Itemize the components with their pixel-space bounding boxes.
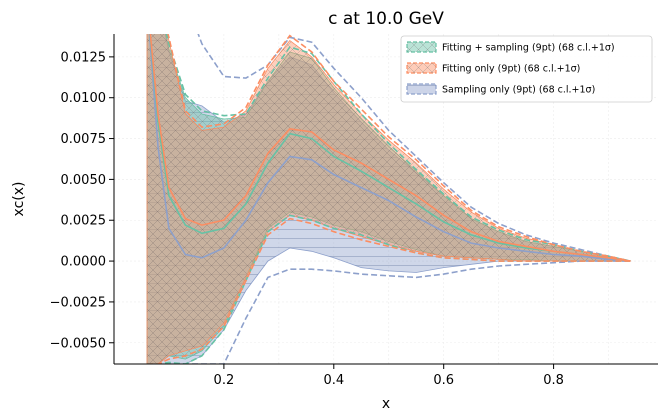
legend-frame [400, 35, 653, 103]
x-tick-label: 0.6 [433, 373, 454, 388]
y-tick-label: 0.0000 [61, 255, 107, 270]
central-line-2 [148, 34, 631, 262]
chart-title: c at 10.0 GeV [328, 9, 444, 29]
x-axis-label: x [382, 396, 390, 412]
x-tick-label: 0.8 [543, 373, 564, 388]
dashed-upper-1 [167, 34, 631, 262]
legend-swatch-hatch-1 [407, 63, 436, 73]
dashed-upper-2 [197, 34, 631, 262]
y-tick-label: 0.0075 [61, 132, 107, 147]
y-tick-label: −0.0025 [50, 295, 106, 310]
bands-layer [146, 34, 631, 364]
legend-swatch-hatch-0 [407, 42, 436, 52]
band-hatch-1 [147, 34, 631, 364]
lines-layer [147, 34, 631, 364]
dashed-upper-0 [165, 34, 631, 262]
y-tick-label: 0.0025 [61, 214, 107, 229]
central-line-1 [149, 34, 631, 262]
ticks-layer: 0.2 0.4 0.6 0.8 −0.0050 −0.0025 0.0000 0.0025 0.… [50, 50, 564, 388]
x-tick-label: 0.2 [214, 373, 235, 388]
x-tick-label: 0.4 [323, 373, 344, 388]
legend: Fitting + sampling (9pt) (68 c.l.+1σ) Fit… [400, 35, 653, 103]
legend-label-0: Fitting + sampling (9pt) (68 c.l.+1σ) [442, 43, 615, 54]
y-axis-label: xc(x) [11, 182, 27, 217]
dashed-lower-1 [147, 217, 631, 364]
dashed-lower-2 [147, 260, 631, 364]
y-tick-label: −0.0050 [50, 336, 106, 351]
legend-label-1: Fitting only (9pt) (68 c.l.+1σ) [442, 64, 580, 75]
legend-label-2: Sampling only (9pt) (68 c.l.+1σ) [442, 85, 595, 96]
y-tick-label: 0.0100 [61, 91, 107, 106]
y-tick-label: 0.0050 [61, 173, 107, 188]
legend-swatch-hatch-2 [407, 84, 436, 94]
y-tick-label: 0.0125 [61, 50, 107, 65]
